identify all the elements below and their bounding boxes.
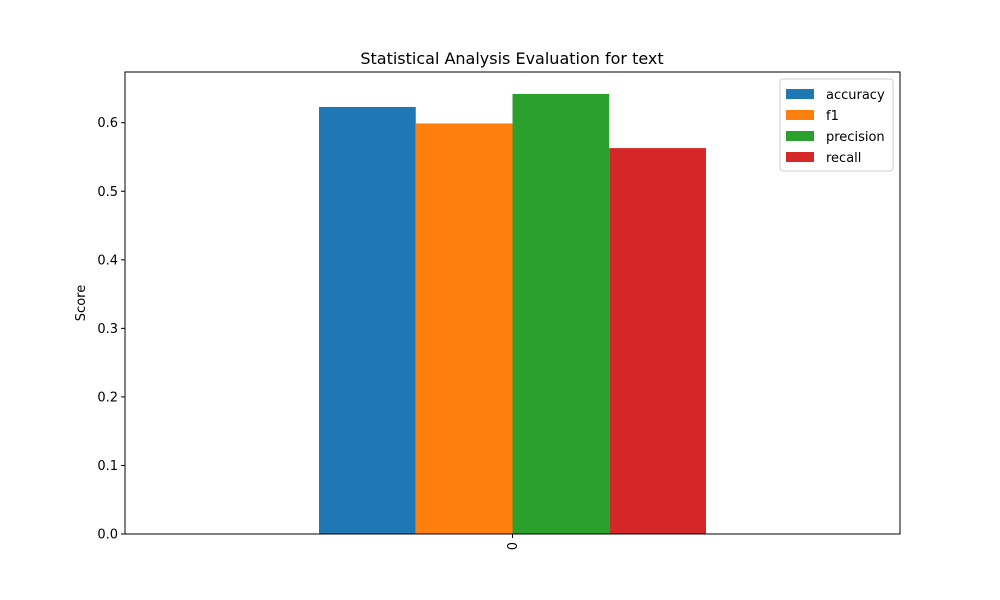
plot-frame bbox=[124, 71, 901, 535]
y-tick-label-2: 0.2 bbox=[97, 390, 118, 405]
y-tick-label-0: 0.0 bbox=[97, 528, 118, 543]
bar-recall bbox=[609, 148, 706, 534]
x-tick-label-0: 0 bbox=[506, 542, 521, 550]
bar-precision bbox=[512, 93, 610, 534]
legend-swatch-f1 bbox=[786, 110, 814, 120]
chart-title: Statistical Analysis Evaluation for text bbox=[360, 49, 663, 68]
y-tick-label-3: 0.3 bbox=[97, 322, 118, 337]
legend-swatch-accuracy bbox=[786, 89, 814, 99]
bars-group bbox=[319, 93, 706, 535]
legend-swatch-precision bbox=[786, 131, 814, 141]
legend-label-recall: recall bbox=[826, 151, 861, 166]
bar-accuracy bbox=[319, 106, 416, 534]
y-axis-label: Score bbox=[74, 285, 89, 321]
x-axis: 0 bbox=[506, 534, 521, 550]
legend-swatch-recall bbox=[786, 152, 814, 162]
y-axis: 0.0 0.1 0.2 0.3 0.4 0.5 0.6 bbox=[97, 116, 125, 543]
y-tick-label-5: 0.5 bbox=[97, 185, 118, 200]
legend-label-accuracy: accuracy bbox=[826, 88, 885, 103]
legend-label-f1: f1 bbox=[826, 109, 839, 124]
legend: accuracy f1 precision recall bbox=[779, 78, 894, 172]
bar-f1 bbox=[415, 123, 513, 535]
y-tick-label-1: 0.1 bbox=[97, 459, 118, 474]
legend-frame bbox=[779, 78, 894, 172]
y-tick-label-4: 0.4 bbox=[97, 253, 118, 268]
legend-label-precision: precision bbox=[826, 130, 885, 145]
y-tick-label-6: 0.6 bbox=[97, 116, 118, 131]
